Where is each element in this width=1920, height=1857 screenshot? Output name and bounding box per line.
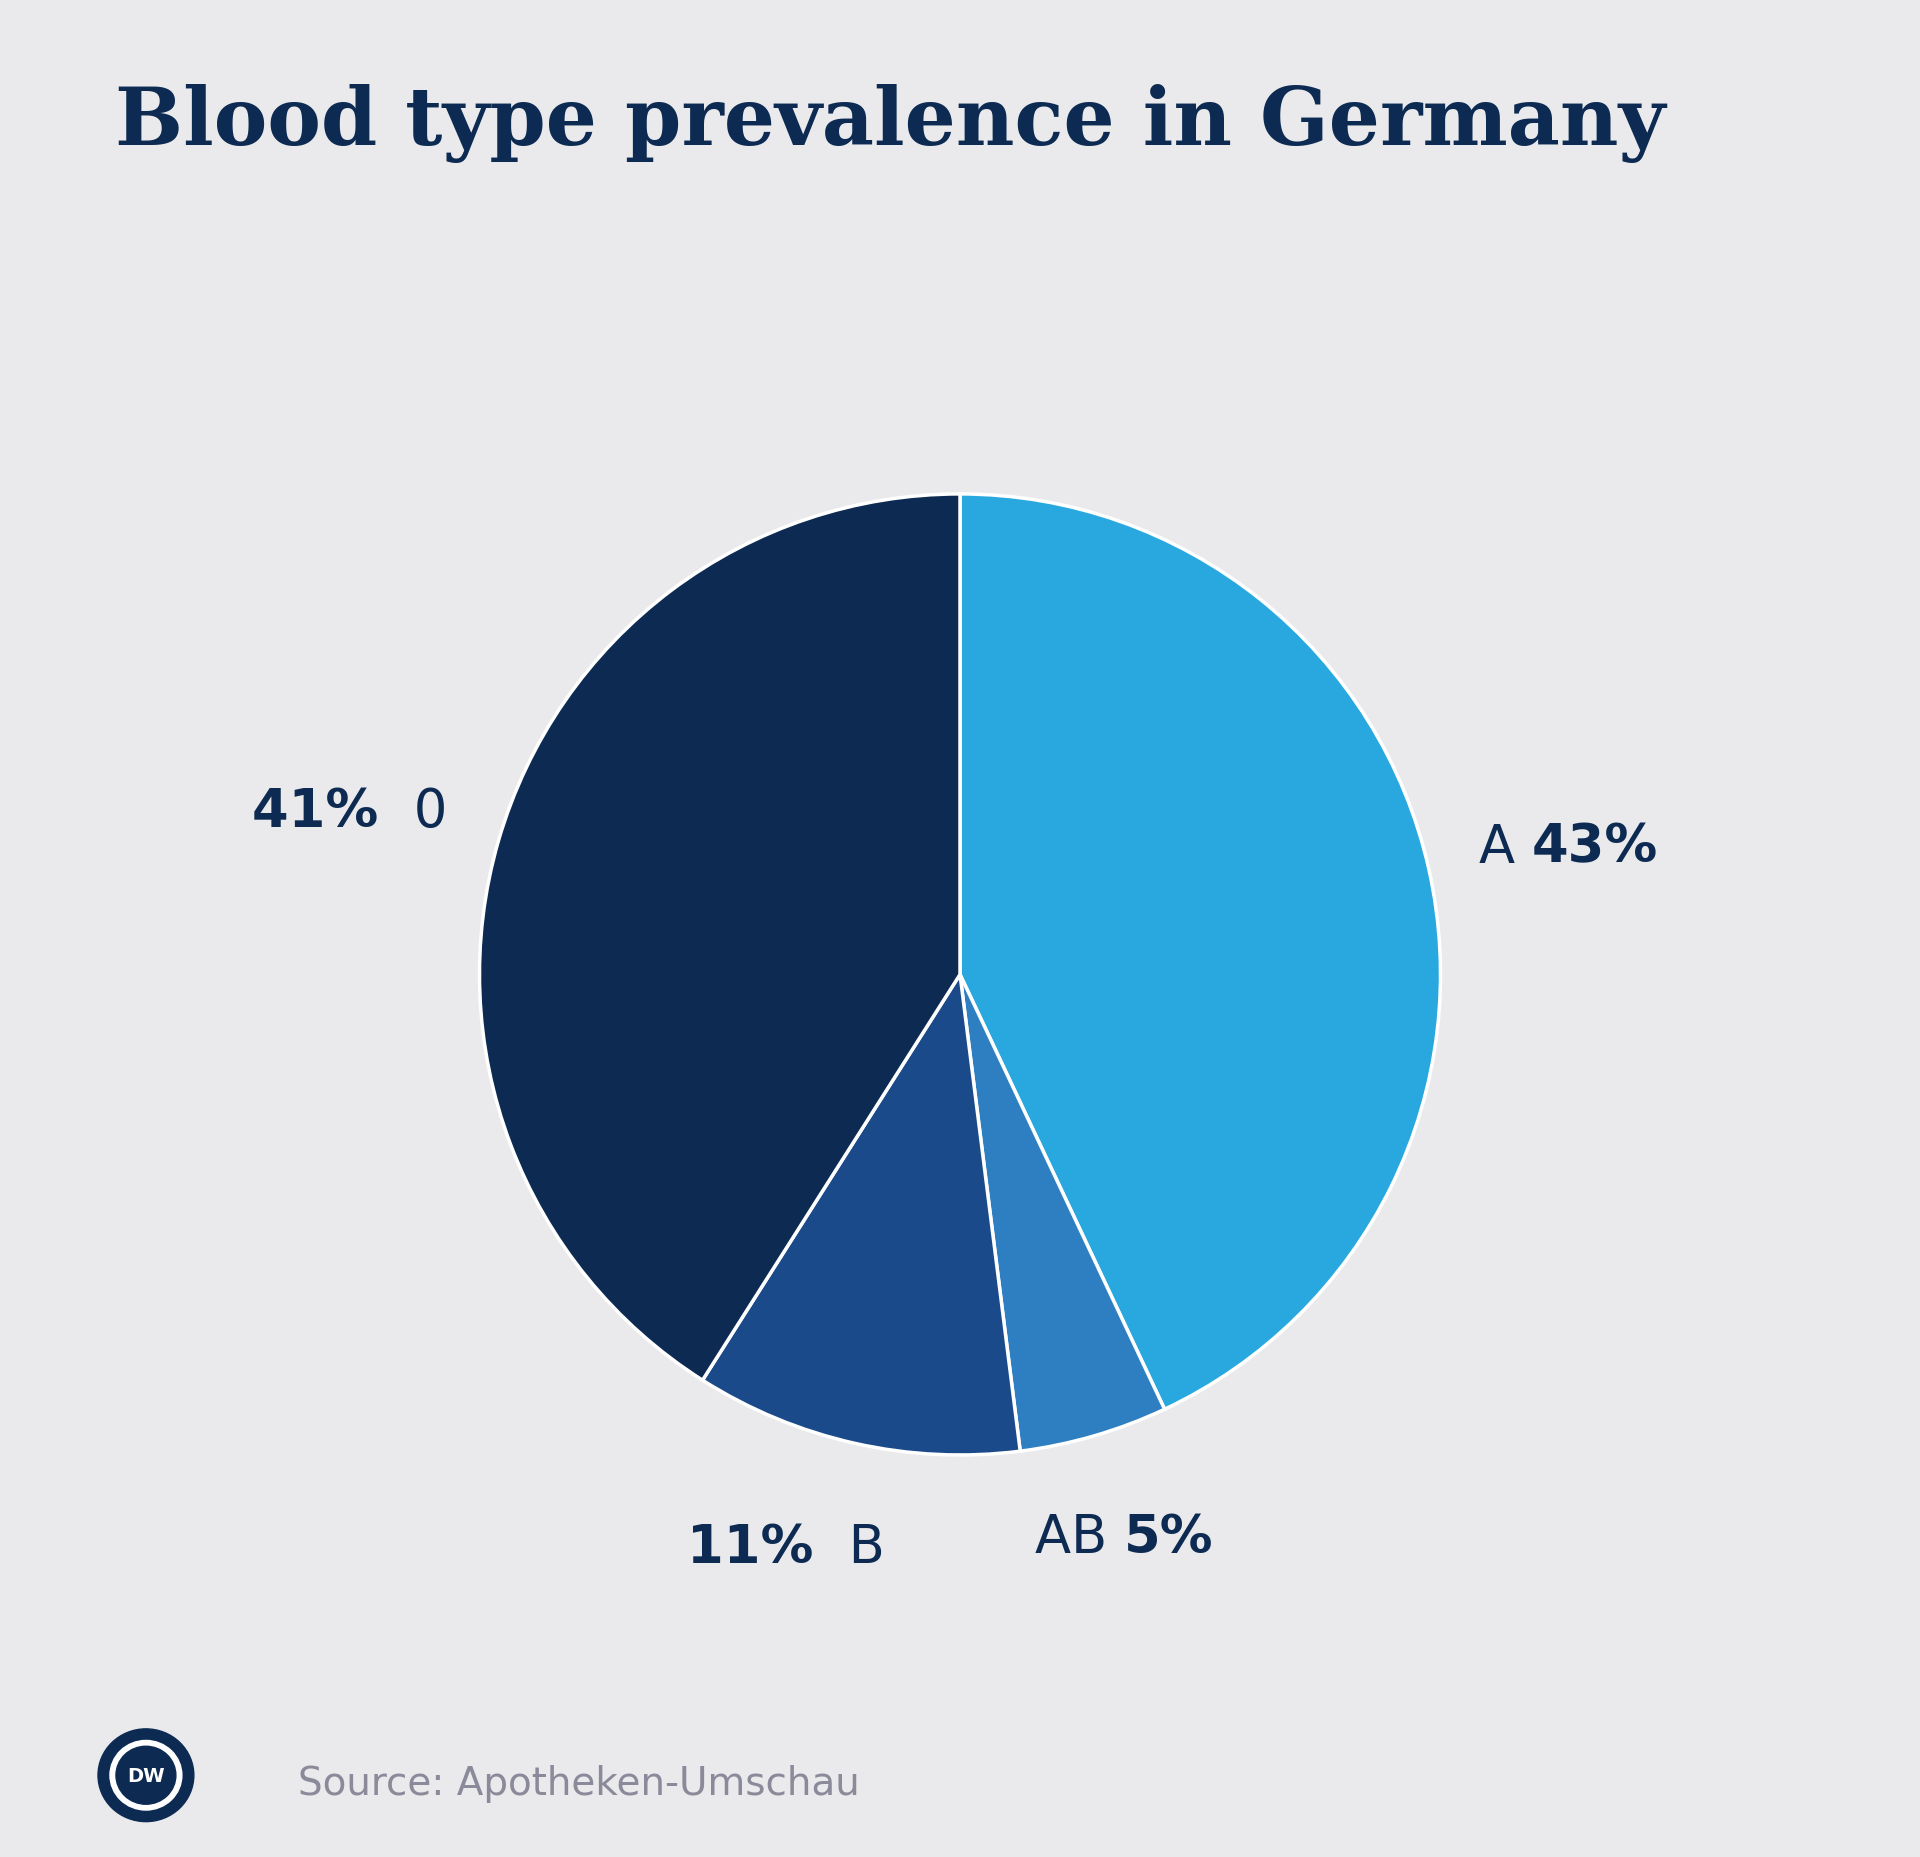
Text: 5%: 5% [1123,1512,1213,1564]
Circle shape [115,1746,177,1805]
Wedge shape [703,975,1020,1456]
Wedge shape [960,494,1440,1409]
Text: A: A [1478,821,1532,873]
Text: Blood type prevalence in Germany: Blood type prevalence in Germany [115,84,1665,163]
Text: B: B [831,1521,885,1573]
Wedge shape [960,975,1165,1452]
Circle shape [109,1740,182,1811]
Wedge shape [480,494,960,1380]
Text: 0: 0 [397,786,447,838]
Text: 43%: 43% [1532,821,1659,873]
Text: DW: DW [127,1766,165,1785]
Text: Source: Apotheken-Umschau: Source: Apotheken-Umschau [298,1764,860,1801]
Text: AB: AB [1035,1512,1123,1564]
Circle shape [98,1729,194,1822]
Text: 11%: 11% [687,1521,831,1573]
Text: 41%: 41% [252,786,397,838]
